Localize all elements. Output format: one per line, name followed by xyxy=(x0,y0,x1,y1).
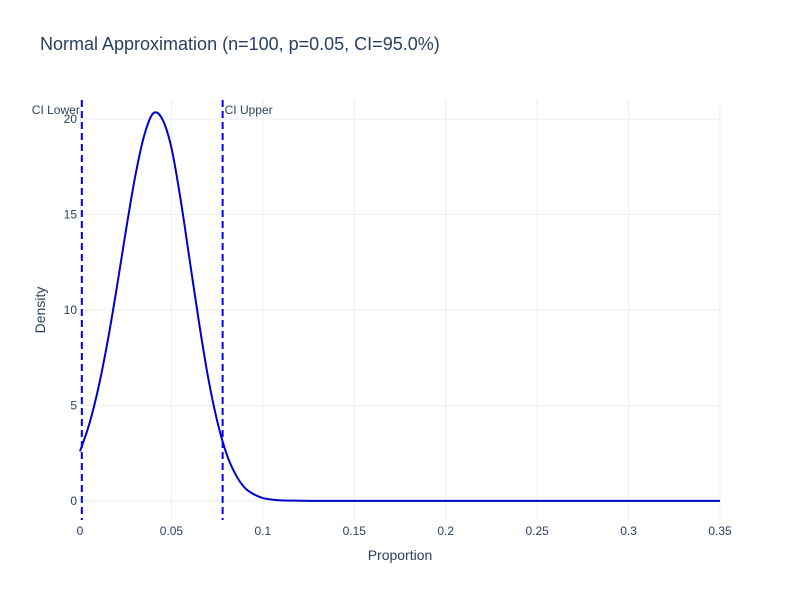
y-tick-label: 20 xyxy=(64,112,78,126)
x-tick-label: 0.1 xyxy=(255,524,272,538)
x-tick-label: 0.15 xyxy=(343,524,367,538)
ci-line-label: CI Lower xyxy=(32,103,80,117)
ci-line-label: CI Upper xyxy=(225,103,273,117)
series-layer xyxy=(79,111,720,502)
x-tick-labels: 0 0.05 0.1 0.15 0.2 0.25 0.3 0.35 xyxy=(77,524,732,538)
x-tick-label: 0.2 xyxy=(437,524,454,538)
x-tick-label: 0.05 xyxy=(160,524,184,538)
x-axis-title: Proportion xyxy=(368,547,433,563)
x-tick-label: 0.3 xyxy=(620,524,637,538)
x-tick-label: 0.35 xyxy=(708,524,732,538)
reference-lines: CI Lower CI Upper xyxy=(32,100,273,520)
density-curve xyxy=(79,111,720,502)
y-tick-label: 10 xyxy=(64,303,78,317)
chart-title: Normal Approximation (n=100, p=0.05, CI=… xyxy=(40,34,440,54)
y-tick-label: 5 xyxy=(70,398,77,412)
y-axis-title: Density xyxy=(32,287,48,334)
y-gridlines xyxy=(80,118,720,502)
y-tick-label: 0 xyxy=(70,494,77,508)
y-tick-label: 15 xyxy=(64,208,78,222)
y-tick-labels: 0 5 10 15 20 xyxy=(64,112,78,508)
x-tick-label: 0.25 xyxy=(525,524,549,538)
x-tick-label: 0 xyxy=(77,524,84,538)
